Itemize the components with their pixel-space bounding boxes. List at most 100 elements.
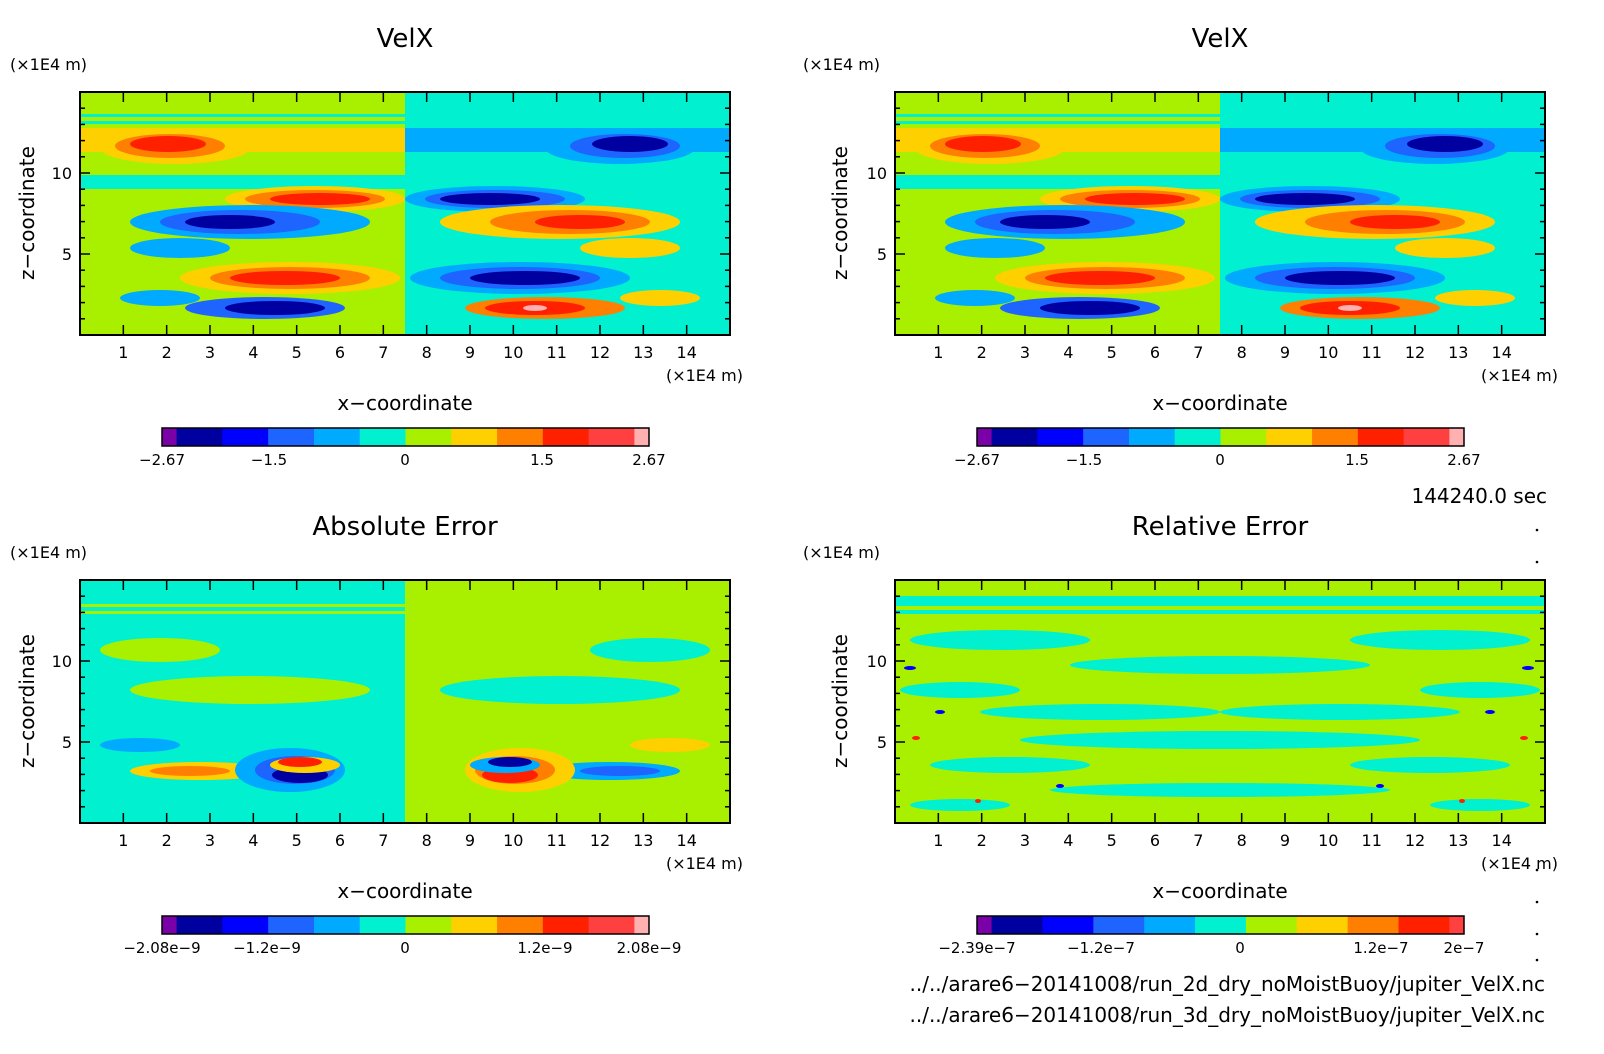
colorbar-swatch: [1174, 428, 1221, 446]
colorbar-tick-label: 2.08e−9: [617, 939, 682, 957]
colorbar-frame: [161, 427, 650, 447]
x-axis-label: x−coordinate: [1152, 391, 1287, 415]
colorbar-swatch: [588, 916, 635, 934]
x-tick-label: 8: [422, 343, 432, 362]
panel-title: VelX: [377, 24, 434, 54]
colorbar-tick-labels: −2.08e−9 −1.2e−9 0 1.2e−9 2.08e−9: [123, 939, 681, 957]
x-tick-label: 7: [378, 831, 388, 850]
x-tick-label: 1: [933, 343, 943, 362]
y-unit-label: (×1E4 m): [803, 543, 880, 562]
colorbar-tick-label: −2.67: [139, 451, 185, 469]
x-tick-label: 8: [422, 831, 432, 850]
x-tick-label: 8: [1237, 343, 1247, 362]
x-tick-label: 12: [590, 831, 610, 850]
x-unit-label: (×1E4 m): [1481, 366, 1558, 385]
x-tick-label: 9: [465, 831, 475, 850]
y-tick-label: 10: [867, 164, 887, 183]
panel-title: Relative Error: [1132, 512, 1309, 542]
tick-marks: [895, 92, 1545, 335]
colorbar-swatch: [451, 428, 498, 446]
colorbar-swatch: [268, 428, 315, 446]
x-tick-label: 14: [677, 831, 697, 850]
x-tick-label: 2: [162, 831, 172, 850]
colorbar-frame: [976, 915, 1465, 935]
tick-marks: [80, 580, 730, 823]
x-tick-label: 13: [633, 831, 653, 850]
colorbar-frame: [161, 915, 650, 935]
colorbar-tick-label: −2.08e−9: [123, 939, 200, 957]
x-tick-label: 7: [1193, 831, 1203, 850]
x-tick-label: 12: [1405, 343, 1425, 362]
x-axis-label: x−coordinate: [337, 879, 472, 903]
panel-relative-error: Relative Error (×1E4 m): [803, 512, 1558, 957]
colorbar-swatch: [1042, 916, 1094, 934]
colorbar-swatch: [1403, 428, 1450, 446]
colorbar-swatch: [991, 428, 1038, 446]
x-tick-label: 3: [1020, 831, 1030, 850]
colorbar-swatch: [991, 916, 1043, 934]
colorbar-swatch: [977, 916, 993, 934]
colorbar-swatch: [497, 428, 544, 446]
colorbar-swatch: [497, 916, 544, 934]
field-plot: [80, 92, 730, 335]
colorbar-swatch: [405, 428, 452, 446]
colorbar-swatch: [1398, 916, 1450, 934]
colorbar: [976, 915, 1465, 935]
colorbar-swatch: [588, 428, 635, 446]
x-tick-label: 11: [547, 343, 567, 362]
x-tick-label: 3: [1020, 343, 1030, 362]
x-tick-label: 7: [1193, 343, 1203, 362]
x-tick-label: 9: [1280, 343, 1290, 362]
colorbar-tick-labels: −2.67 −1.5 0 1.5 2.67: [139, 451, 666, 469]
colorbar-swatch: [634, 428, 650, 446]
colorbar-tick-label: 1.5: [1345, 451, 1369, 469]
colorbar-swatch: [162, 428, 178, 446]
x-tick-label: 9: [465, 343, 475, 362]
colorbar-swatch: [1357, 428, 1405, 446]
colorbar-swatch: [1266, 428, 1313, 446]
panel-velx-3d: VelX (×1E4 m): [803, 24, 1558, 469]
x-unit-label: (×1E4 m): [666, 854, 743, 873]
x-axis-label: x−coordinate: [337, 391, 472, 415]
y-tick-label: 10: [52, 652, 72, 671]
x-tick-label: 13: [1448, 831, 1468, 850]
colorbar-swatch: [1195, 916, 1247, 934]
colorbar-tick-labels: −2.39e−7 −1.2e−7 0 1.2e−7 2e−7: [938, 939, 1484, 957]
x-tick-label: 11: [1362, 343, 1382, 362]
colorbar-swatch: [359, 428, 406, 446]
tick-marks: [80, 92, 730, 335]
x-tick-label: 14: [677, 343, 697, 362]
colorbar-swatch: [1245, 916, 1298, 934]
field-plot: [895, 92, 1545, 335]
x-tick-label: 12: [1405, 831, 1425, 850]
x-tick-label: 5: [292, 831, 302, 850]
panel-title: VelX: [1192, 24, 1249, 54]
colorbar-tick-labels: −2.67 −1.5 0 1.5 2.67: [954, 451, 1481, 469]
x-tick-label: 10: [503, 831, 523, 850]
panel-velx-2d: VelX (×1E4 m): [10, 24, 743, 469]
colorbar-tick-label: 0: [1215, 451, 1225, 469]
x-tick-label: 10: [1318, 831, 1338, 850]
colorbar-swatch: [405, 916, 452, 934]
x-tick-label: 2: [977, 343, 987, 362]
colorbar-swatch: [977, 428, 993, 446]
y-tick-label: 5: [62, 245, 72, 264]
y-tick-label: 5: [62, 733, 72, 752]
plot-frame: [79, 579, 731, 824]
x-tick-label: 1: [933, 831, 943, 850]
colorbar-swatch: [542, 428, 590, 446]
colorbar-swatch: [634, 916, 650, 934]
x-tick-label: 6: [335, 831, 345, 850]
colorbar-swatch: [1093, 916, 1145, 934]
x-tick-label: 7: [378, 343, 388, 362]
x-tick-label: 11: [1362, 831, 1382, 850]
x-tick-label: 9: [1280, 831, 1290, 850]
colorbar-swatch: [451, 916, 498, 934]
colorbar-tick-label: 1.2e−9: [517, 939, 572, 957]
x-tick-label: 3: [205, 343, 215, 362]
colorbar-swatch: [313, 916, 361, 934]
field-plot: [80, 580, 730, 823]
colorbar-tick-label: −1.2e−7: [1067, 939, 1135, 957]
colorbar-tick-label: 1.2e−7: [1353, 939, 1408, 957]
